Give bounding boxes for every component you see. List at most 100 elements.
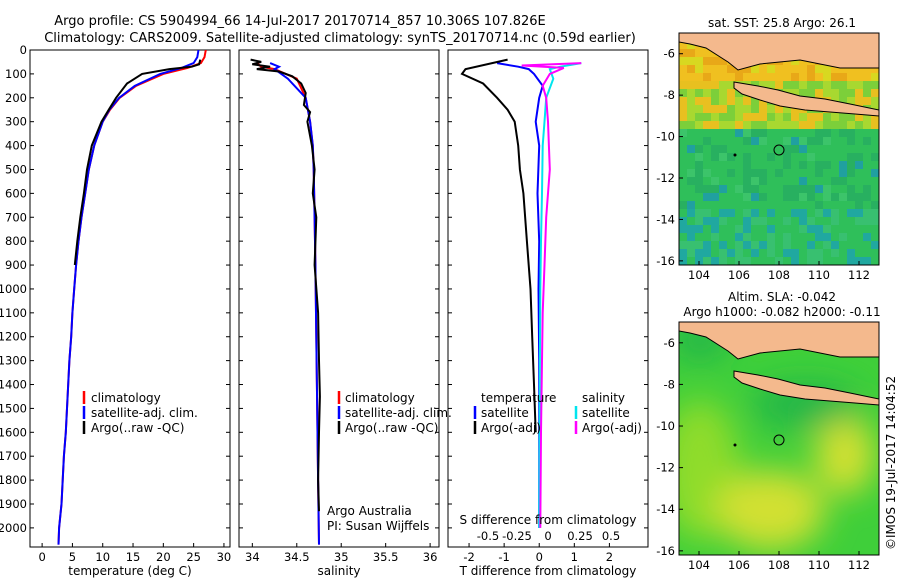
- sst-cell: [783, 129, 791, 137]
- sst-cell: [783, 225, 791, 233]
- sst-cell: [775, 249, 783, 257]
- sst-cell: [719, 217, 727, 225]
- sst-cell: [703, 161, 711, 169]
- sst-cell: [839, 217, 847, 225]
- sst-cell: [719, 153, 727, 161]
- sst-cell: [791, 89, 799, 97]
- sst-cell: [687, 73, 695, 81]
- sst-cell: [871, 257, 879, 265]
- sst-cell: [815, 169, 823, 177]
- sst-cell: [855, 73, 863, 81]
- x-tick-label: 0: [38, 550, 45, 564]
- sst-cell: [743, 65, 751, 73]
- sst-cell: [775, 65, 783, 73]
- series-line-climatology: [57, 50, 207, 545]
- sst-cell: [679, 57, 687, 65]
- sst-cell: [743, 161, 751, 169]
- sst-cell: [831, 161, 839, 169]
- sst-cell: [871, 169, 879, 177]
- sst-cell: [855, 217, 863, 225]
- sst-cell: [735, 97, 743, 105]
- sst-cell: [775, 233, 783, 241]
- sst-cell: [807, 89, 815, 97]
- sst-cell: [823, 201, 831, 209]
- sst-cell: [847, 121, 855, 129]
- sst-cell: [751, 145, 759, 153]
- sst-cell: [831, 121, 839, 129]
- y-tick-label: 500: [5, 162, 27, 176]
- sst-cell: [695, 153, 703, 161]
- sst-cell: [799, 193, 807, 201]
- difference-top-xlabel: S difference from climatology: [460, 513, 637, 527]
- y-tick-label: 1700: [0, 449, 27, 463]
- sst-cell: [719, 241, 727, 249]
- sst-cell: [791, 177, 799, 185]
- sst-cell: [727, 177, 735, 185]
- sst-cell: [759, 129, 767, 137]
- sst-cell: [807, 201, 815, 209]
- sst-cell: [831, 233, 839, 241]
- sla-map-title: Altim. SLA: -0.042: [728, 290, 836, 304]
- sst-cell: [823, 233, 831, 241]
- salinity-series: [250, 58, 321, 545]
- y-tick-label: 600: [5, 186, 27, 200]
- sst-cell: [831, 201, 839, 209]
- sst-cell: [759, 81, 767, 89]
- sla-map-area: [679, 322, 879, 555]
- sst-cell: [711, 121, 719, 129]
- legend-label-satellite: satellite-adj. clim.: [345, 406, 452, 420]
- sst-cell: [831, 249, 839, 257]
- sst-cell: [687, 193, 695, 201]
- sst-cell: [807, 65, 815, 73]
- sst-cell: [871, 209, 879, 217]
- sst-cell: [711, 153, 719, 161]
- sst-cell: [791, 73, 799, 81]
- top-x-tick-label: 0: [544, 529, 551, 543]
- sst-cell: [751, 161, 759, 169]
- sst-cell: [839, 185, 847, 193]
- sst-cell: [799, 81, 807, 89]
- sst-cell: [799, 89, 807, 97]
- sst-cell: [743, 73, 751, 81]
- sst-cell: [687, 161, 695, 169]
- sst-cell: [775, 241, 783, 249]
- sst-cell: [831, 209, 839, 217]
- sst-cell: [847, 73, 855, 81]
- sst-cell: [695, 89, 703, 97]
- sst-cell: [839, 161, 847, 169]
- sst-map-title: sat. SST: 25.8 Argo: 26.1: [708, 16, 856, 30]
- sst-cell: [743, 153, 751, 161]
- sst-cell: [775, 201, 783, 209]
- sst-cell: [735, 113, 743, 121]
- sst-cell: [711, 225, 719, 233]
- sst-cell: [679, 137, 687, 145]
- sst-cell: [703, 137, 711, 145]
- top-x-tick-label: 0.5: [602, 529, 620, 543]
- sst-cell: [687, 225, 695, 233]
- sst-cell: [823, 81, 831, 89]
- sst-cell: [855, 177, 863, 185]
- y-tick-label: 1100: [0, 306, 27, 320]
- sst-cell: [711, 113, 719, 121]
- sst-cell: [751, 73, 759, 81]
- x-tick-label: 35.5: [373, 550, 399, 564]
- sst-cell: [823, 73, 831, 81]
- sst-cell: [767, 105, 775, 113]
- sst-cell: [695, 233, 703, 241]
- sst-cell: [767, 129, 775, 137]
- x-tick-label: 0: [536, 550, 543, 564]
- series-line-satellite: [496, 62, 544, 528]
- sst-cell: [871, 233, 879, 241]
- sst-cell: [855, 145, 863, 153]
- sst-cell: [759, 105, 767, 113]
- sst-cell: [719, 81, 727, 89]
- sst-cell: [719, 105, 727, 113]
- sst-cell: [751, 217, 759, 225]
- sst-cell: [767, 161, 775, 169]
- sst-cell: [727, 241, 735, 249]
- sst-cell: [695, 73, 703, 81]
- sst-cell: [727, 105, 735, 113]
- sst-cell: [743, 257, 751, 265]
- sst-cell: [743, 185, 751, 193]
- map-y-tick-label: -12: [656, 171, 675, 185]
